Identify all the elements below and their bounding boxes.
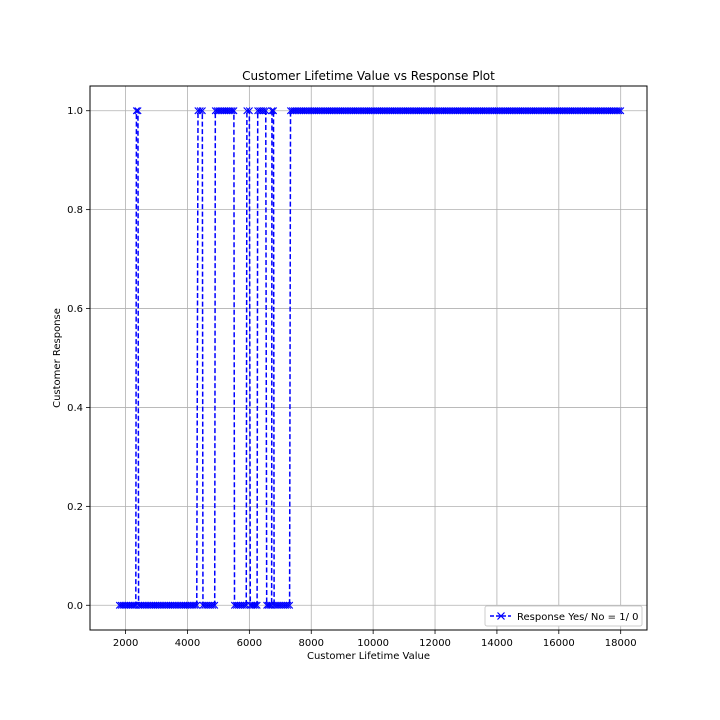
y-tick-label: 0.8 [67, 205, 83, 216]
legend: Response Yes/ No = 1/ 0 [484, 605, 643, 627]
y-tick-label: 0.2 [67, 502, 83, 513]
data-point-marker [284, 601, 292, 609]
x-axis-title: Customer Lifetime Value [307, 651, 430, 662]
data-point-marker [264, 601, 272, 609]
data-point-marker [243, 107, 251, 115]
y-axis-title: Customer Response [52, 308, 63, 408]
data-point-marker [246, 601, 254, 609]
ticks: 2000 4000 6000 8000 10000 12000 14000 16000 1800… [67, 106, 637, 649]
x-tick-label: 14000 [481, 638, 513, 649]
y-tick-label: 0.4 [67, 403, 83, 414]
x-tick-label: 16000 [543, 638, 575, 649]
x-tick-label: 4000 [175, 638, 200, 649]
data-point-marker [132, 107, 141, 115]
data-point-marker [617, 107, 625, 115]
data-point-marker [251, 601, 259, 609]
series-markers [115, 107, 625, 609]
x-tick-label: 10000 [357, 638, 389, 649]
data-point-marker [286, 601, 294, 609]
data-point-marker [191, 601, 199, 609]
data-point-marker [260, 107, 268, 115]
chart-title: Customer Lifetime Value vs Response Plot [242, 69, 495, 83]
data-point-marker [198, 107, 206, 115]
plot-frame [89, 85, 648, 631]
data-point-marker [196, 107, 204, 115]
data-point-marker [262, 107, 270, 115]
x-tick-label: 12000 [419, 638, 451, 649]
x-tick-label: 18000 [605, 638, 637, 649]
data-point-marker [209, 601, 217, 609]
data-point-marker [269, 107, 278, 115]
y-tick-label: 0.0 [67, 601, 83, 612]
series-layer [115, 107, 625, 609]
data-point-marker [230, 107, 238, 115]
data-point-marker [228, 107, 236, 115]
data-point-marker [211, 601, 219, 609]
data-point-marker [248, 601, 256, 609]
legend-label: Response Yes/ No = 1/ 0 [517, 612, 639, 623]
y-tick-label: 1.0 [67, 106, 83, 117]
data-point-marker [250, 601, 258, 609]
data-point-marker [268, 107, 276, 115]
legend-box [484, 605, 643, 627]
data-point-marker [253, 601, 261, 609]
legend-marker [497, 612, 505, 620]
data-point-marker [615, 107, 623, 115]
x-tick-label: 6000 [237, 638, 262, 649]
data-point-marker [193, 601, 201, 609]
data-point-marker [240, 601, 248, 609]
data-point-marker [134, 107, 142, 115]
data-point-marker [245, 107, 253, 115]
x-tick-label: 2000 [113, 638, 138, 649]
x-tick-label: 8000 [299, 638, 324, 649]
y-tick-label: 0.6 [67, 304, 83, 315]
